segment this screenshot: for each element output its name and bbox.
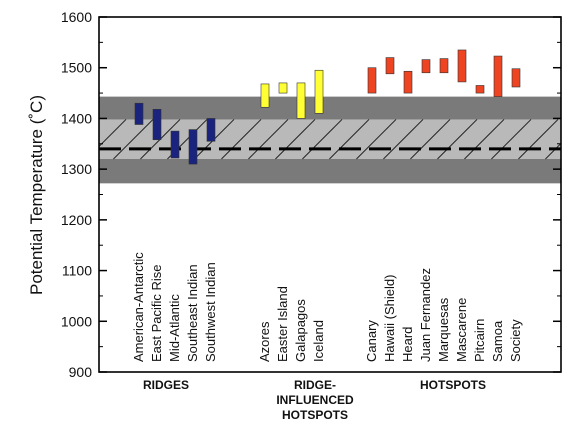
y-tick-label: 1200 bbox=[61, 212, 92, 228]
range-bar-heard bbox=[403, 70, 413, 94]
y-tick-label: 1600 bbox=[61, 9, 92, 25]
range-bar-galapagos bbox=[296, 82, 306, 119]
range-bar-marquesas bbox=[439, 58, 449, 74]
hatch-line bbox=[545, 142, 561, 160]
hatch-line bbox=[221, 119, 262, 160]
y-tick-label: 1000 bbox=[61, 313, 92, 329]
site-label: Southeast Indian bbox=[185, 264, 200, 362]
y-axis: 900 1000 1100 1200 1300 1400 1500 1600 bbox=[61, 9, 561, 380]
site-label: Southwest Indian bbox=[203, 262, 218, 362]
hatch-line bbox=[113, 119, 154, 160]
y-tick-label: 1500 bbox=[61, 60, 92, 76]
range-bar-mascarene bbox=[457, 49, 467, 83]
range-bar-iceland bbox=[314, 69, 324, 114]
hatch-line bbox=[248, 119, 289, 160]
plot-frame bbox=[98, 16, 562, 373]
hatch-line bbox=[356, 119, 397, 160]
hatch-line bbox=[437, 119, 478, 160]
inner-band bbox=[99, 119, 561, 159]
y-tick-label: 1300 bbox=[61, 161, 92, 177]
site-label: Canary bbox=[364, 320, 379, 362]
group-label: HOTSPOTS bbox=[282, 408, 348, 422]
range-bar-canary bbox=[367, 67, 377, 94]
group-label: INFLUENCED bbox=[276, 393, 354, 407]
group-label: HOTSPOTS bbox=[420, 378, 486, 392]
site-label: Galapagos bbox=[293, 299, 308, 362]
site-label: American-Antarctic bbox=[131, 252, 146, 362]
hatch-line bbox=[464, 119, 505, 160]
site-label: Marquesas bbox=[436, 297, 451, 362]
range-bar-juan-fernandez bbox=[421, 59, 431, 74]
site-label: Iceland bbox=[311, 320, 326, 362]
range-bar-hawaii-shield- bbox=[385, 57, 395, 75]
site-labels: American-Antarctic East Pacific Rise Mid-A… bbox=[131, 252, 523, 362]
y-tick-label: 1400 bbox=[61, 110, 92, 126]
hatch-line bbox=[410, 119, 451, 160]
range-bar-american-antarctic bbox=[134, 102, 144, 125]
site-label: Juan Fernandez bbox=[418, 268, 433, 362]
range-bar-society bbox=[511, 68, 521, 88]
range-bar-azores bbox=[260, 83, 270, 108]
y-tick-label: 900 bbox=[69, 364, 93, 380]
range-bar-mid-atlantic bbox=[170, 130, 180, 159]
site-label: Mid-Atlantic bbox=[167, 294, 182, 362]
y-axis-label: Potential Temperature (˚C) bbox=[27, 95, 46, 295]
site-label: East Pacific Rise bbox=[149, 264, 164, 362]
site-label: Samoa bbox=[490, 320, 505, 362]
range-bar-easter-island bbox=[278, 82, 288, 94]
range-bar-southeast-indian bbox=[188, 129, 198, 165]
y-tick-label: 1100 bbox=[62, 263, 92, 279]
site-label: Pitcairn bbox=[472, 319, 487, 362]
hatch-line bbox=[491, 119, 532, 160]
group-label: RIDGES bbox=[143, 378, 189, 392]
hatch-line bbox=[99, 119, 127, 148]
hatch-line bbox=[329, 119, 370, 160]
site-label: Mascarene bbox=[454, 298, 469, 362]
site-label: Hawaii (Shield) bbox=[382, 275, 397, 362]
range-bars bbox=[134, 49, 521, 165]
hatch-line bbox=[275, 119, 316, 160]
hatch-line bbox=[302, 119, 343, 160]
range-bar-samoa bbox=[493, 55, 503, 97]
site-label: Easter Island bbox=[275, 286, 290, 362]
site-label: Heard bbox=[400, 327, 415, 362]
range-bar-pitcairn bbox=[475, 85, 485, 94]
hatch-line bbox=[383, 119, 424, 160]
temperature-bands bbox=[99, 96, 561, 184]
range-bar-east-pacific-rise bbox=[152, 109, 162, 141]
site-label: Society bbox=[508, 319, 523, 362]
site-label: Azores bbox=[257, 321, 272, 362]
group-label: RIDGE- bbox=[294, 378, 336, 392]
hatch-line bbox=[518, 119, 559, 160]
range-bar-southwest-indian bbox=[206, 118, 216, 142]
